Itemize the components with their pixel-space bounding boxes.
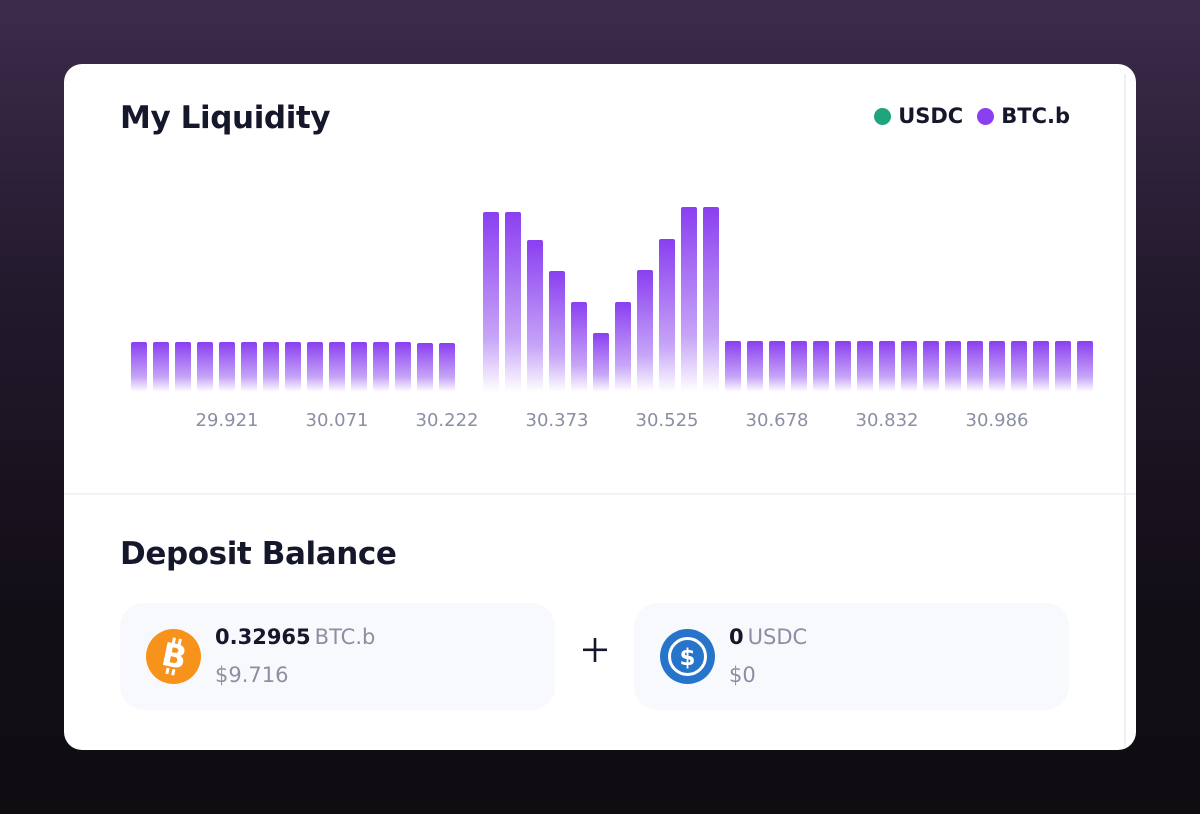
liquidity-bar [197, 342, 213, 392]
x-tick-label: 30.525 [636, 410, 699, 431]
liquidity-bar [505, 212, 521, 392]
liquidity-bar [351, 342, 367, 392]
liquidity-bar [769, 341, 785, 392]
btcb-unit: BTC.b [314, 625, 376, 649]
liquidity-bar [285, 342, 301, 392]
usdc-icon: $ [660, 629, 715, 684]
liquidity-bar [1011, 341, 1027, 392]
liquidity-bar [791, 341, 807, 392]
liquidity-bar [681, 207, 697, 392]
liquidity-bar [219, 342, 235, 392]
bitcoin-icon: B [146, 629, 201, 684]
liquidity-bar [307, 342, 323, 392]
btcb-amount-line: 0.32965 BTC.b [215, 625, 375, 649]
liquidity-bar [1055, 341, 1071, 392]
liquidity-bar [879, 341, 895, 392]
usdc-amount-line: 0 USDC [729, 625, 807, 649]
liquidity-bar [967, 341, 983, 392]
liquidity-bar [527, 240, 543, 392]
liquidity-bar [1077, 341, 1093, 392]
liquidity-bar [153, 342, 169, 392]
btcb-balance-card: B 0.32965 BTC.b $9.716 [120, 603, 555, 710]
liquidity-bar [241, 342, 257, 392]
chart-legend: USDC BTC.b [874, 104, 1070, 128]
svg-text:$: $ [679, 645, 695, 671]
deposit-title: Deposit Balance [120, 536, 397, 572]
usdc-balance-card: $ 0 USDC $0 [634, 603, 1069, 710]
legend-label-usdc: USDC [898, 104, 964, 128]
liquidity-bar [945, 341, 961, 392]
usdc-unit: USDC [747, 625, 808, 649]
liquidity-bar [835, 341, 851, 392]
liquidity-bar [725, 341, 741, 392]
liquidity-bar [175, 342, 191, 392]
x-tick-label: 30.222 [416, 410, 479, 431]
x-tick-label: 30.678 [746, 410, 809, 431]
btcb-dot-icon [977, 107, 995, 125]
liquidity-bar [901, 341, 917, 392]
section-divider [64, 493, 1136, 495]
plus-icon [583, 638, 607, 662]
liquidity-bar [989, 341, 1005, 392]
btcb-usd-value: $9.716 [215, 663, 289, 687]
liquidity-chart: 29.921 30.071 30.222 30.373 30.525 30.678 30.8… [131, 207, 1093, 431]
liquidity-card: My Liquidity USDC BTC.b 29.921 30.071 30.2… [64, 64, 1136, 750]
liquidity-bar [857, 341, 873, 392]
x-tick-label: 30.373 [526, 410, 589, 431]
usdc-dot-icon [874, 107, 892, 125]
liquidity-bar [417, 343, 433, 392]
x-tick-label: 29.921 [196, 410, 259, 431]
legend-label-btcb: BTC.b [1001, 104, 1070, 128]
liquidity-bar [593, 333, 609, 392]
liquidity-bar [571, 302, 587, 392]
usdc-usd-value: $0 [729, 663, 756, 687]
usdc-amount: 0 [729, 625, 744, 649]
liquidity-bar [813, 341, 829, 392]
liquidity-bar [439, 343, 455, 392]
liquidity-bar [703, 207, 719, 392]
liquidity-bar [923, 341, 939, 392]
btcb-amount: 0.32965 [215, 625, 311, 649]
liquidity-bar [637, 270, 653, 392]
liquidity-bar [395, 342, 411, 392]
liquidity-bar [549, 271, 565, 392]
liquidity-bar [329, 342, 345, 392]
legend-item-usdc: USDC [874, 104, 963, 128]
x-tick-label: 30.986 [966, 410, 1029, 431]
liquidity-bar [1033, 341, 1049, 392]
liquidity-title: My Liquidity [120, 100, 331, 136]
liquidity-bar [659, 239, 675, 392]
x-tick-label: 30.071 [306, 410, 369, 431]
liquidity-bar [615, 302, 631, 392]
liquidity-bar [131, 342, 147, 392]
liquidity-bar [263, 342, 279, 392]
liquidity-bar [483, 212, 499, 392]
liquidity-bar [373, 342, 389, 392]
x-tick-label: 30.832 [856, 410, 919, 431]
liquidity-bar [747, 341, 763, 392]
legend-item-btcb: BTC.b [977, 104, 1070, 128]
